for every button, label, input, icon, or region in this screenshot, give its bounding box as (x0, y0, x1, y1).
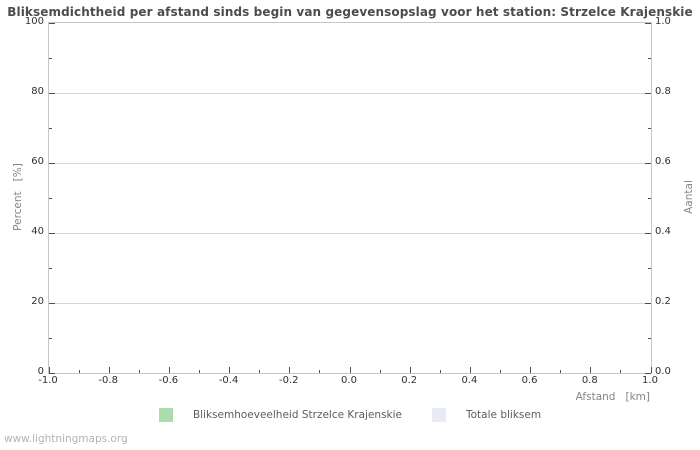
x-tick-label: -0.2 (279, 375, 299, 386)
y-major-tick-left (49, 372, 55, 374)
y-minor-tick-right (648, 197, 651, 199)
y-minor-tick-right (648, 127, 651, 129)
y-major-tick-left (49, 232, 55, 234)
y-major-tick-right (645, 302, 651, 304)
y-axis-right-title: Aantal (683, 180, 695, 214)
y-left-tick-label: 40 (31, 226, 44, 237)
y-major-tick-left (49, 162, 55, 164)
x-tick-label: 0.8 (581, 375, 598, 386)
y-left-tick-label: 0 (37, 366, 44, 377)
y-left-tick-label: 100 (24, 16, 44, 27)
gridline (49, 302, 651, 304)
y-major-tick-left (49, 22, 55, 24)
x-major-tick (108, 367, 110, 373)
x-minor-tick (379, 370, 381, 373)
x-minor-tick (259, 370, 261, 373)
x-tick-label: -0.8 (98, 375, 118, 386)
x-major-tick (48, 367, 50, 373)
y-left-tick-label: 80 (31, 86, 44, 97)
y-left-tick-label: 60 (31, 156, 44, 167)
x-major-tick (349, 367, 351, 373)
y-minor-tick-left (49, 127, 52, 129)
y-minor-tick-left (49, 267, 52, 269)
x-minor-tick (500, 370, 501, 373)
legend-item-total-series: Totale bliksem (432, 408, 541, 422)
y-minor-tick-left (49, 337, 52, 339)
x-tick-label: 0.6 (521, 375, 538, 386)
x-minor-tick (560, 370, 562, 373)
x-minor-tick (620, 370, 622, 373)
x-major-tick (469, 367, 471, 373)
y-right-tick-label: 0.0 (655, 366, 671, 377)
x-minor-tick (78, 370, 80, 373)
y-major-tick-right (645, 372, 651, 374)
x-major-tick (229, 367, 231, 373)
y-right-tick-label: 1.0 (655, 16, 671, 27)
y-major-tick-left (49, 302, 55, 304)
y-major-tick-right (645, 92, 651, 94)
x-axis-title: Afstand [km] (575, 391, 650, 403)
gridline (49, 162, 651, 164)
x-tick-label: 0.0 (341, 375, 357, 386)
legend-item-station-series: Bliksemhoeveelheid Strzelce Krajenskie (158, 408, 402, 422)
y-right-tick-label: 0.8 (655, 86, 671, 97)
legend-label: Totale bliksem (466, 409, 542, 421)
y-major-tick-left (49, 92, 55, 94)
y-major-tick-right (645, 232, 651, 234)
gridline (49, 92, 651, 94)
lightningmaps-footer-link[interactable]: www.lightningmaps.org (4, 433, 128, 445)
y-major-tick-right (645, 22, 651, 24)
legend: Bliksemhoeveelheid Strzelce Krajenskie T… (0, 408, 700, 422)
x-minor-tick (138, 370, 140, 373)
y-right-tick-label: 0.2 (655, 296, 671, 307)
y-minor-tick-left (49, 197, 52, 199)
legend-swatch-green (158, 408, 173, 422)
x-tick-label: -0.4 (218, 375, 239, 386)
x-tick-label: 0.4 (461, 375, 478, 386)
x-major-tick (289, 367, 291, 373)
x-major-tick (650, 367, 652, 373)
plot-area (48, 22, 652, 374)
x-minor-tick (319, 370, 321, 373)
y-axis-left-title: Percent [%] (12, 163, 24, 231)
x-minor-tick (199, 370, 200, 373)
x-major-tick (590, 367, 592, 373)
x-tick-label: 1.0 (642, 375, 658, 386)
legend-swatch-lavender (432, 408, 446, 422)
chart-title: Bliksemdichtheid per afstand sinds begin… (7, 5, 693, 19)
y-major-tick-right (645, 162, 651, 164)
x-major-tick (168, 367, 170, 373)
y-minor-tick-right (648, 337, 651, 339)
x-major-tick (409, 367, 411, 373)
x-tick-label: -0.6 (158, 375, 179, 386)
y-minor-tick-right (648, 57, 651, 59)
x-minor-tick (439, 370, 441, 373)
x-tick-label: 0.2 (401, 375, 418, 386)
x-major-tick (530, 367, 532, 373)
y-left-tick-label: 20 (31, 296, 44, 307)
y-minor-tick-left (49, 57, 52, 59)
y-right-tick-label: 0.4 (655, 226, 671, 237)
y-minor-tick-right (648, 267, 651, 269)
y-right-tick-label: 0.6 (655, 156, 671, 167)
gridline (49, 232, 651, 234)
legend-label: Bliksemhoeveelheid Strzelce Krajenskie (192, 409, 402, 421)
x-tick-label: -1.0 (38, 375, 58, 386)
